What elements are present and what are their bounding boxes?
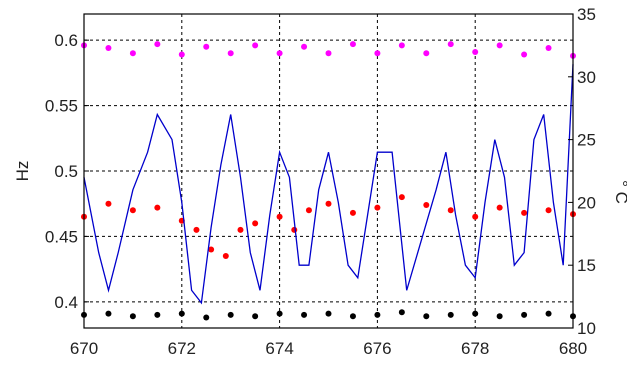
data-point (349, 209, 356, 216)
data-point (252, 220, 259, 227)
y2-axis-title: ° C (612, 180, 627, 204)
data-point (237, 226, 244, 233)
x-tick-label: 670 (70, 339, 98, 358)
data-point (129, 207, 136, 214)
x-tick-label: 672 (168, 339, 196, 358)
series-line-3 (83, 64, 574, 305)
y2-tick-label: 20 (577, 193, 596, 212)
data-point (252, 313, 259, 320)
y-tick-label: 0.4 (54, 293, 78, 312)
data-point (545, 207, 552, 214)
data-point (154, 311, 161, 318)
data-point (521, 51, 528, 58)
data-point (222, 253, 229, 260)
data-point (203, 43, 210, 50)
data-point (374, 50, 381, 57)
data-point (472, 213, 479, 220)
data-point (521, 209, 528, 216)
data-point (398, 194, 405, 201)
y-tick-label: 0.55 (45, 97, 78, 116)
data-point (154, 204, 161, 211)
y-tick-label: 0.6 (54, 31, 78, 50)
data-point (154, 41, 161, 48)
data-point (208, 246, 215, 253)
data-point (129, 50, 136, 57)
y-tick-label: 0.5 (54, 162, 78, 181)
data-point (423, 50, 430, 57)
data-point (129, 313, 136, 320)
data-point (374, 311, 381, 318)
data-point (447, 311, 454, 318)
data-point (301, 311, 308, 318)
data-point (545, 310, 552, 317)
data-point (325, 50, 332, 57)
y-axis-title: Hz (13, 161, 32, 182)
x-tick-label: 680 (559, 339, 587, 358)
ticks: 670 672 674 676 678 680 0.4 0.45 0.5 0.55 0.6 10 15 2… (45, 5, 596, 358)
data-point (545, 45, 552, 52)
data-point (203, 314, 210, 321)
y2-tick-label: 35 (577, 5, 596, 24)
data-point (252, 42, 259, 49)
data-point (398, 42, 405, 49)
y2-tick-label: 10 (577, 319, 596, 338)
data-point (423, 313, 430, 320)
x-tick-label: 678 (461, 339, 489, 358)
data-point (447, 41, 454, 48)
data-point (496, 313, 503, 320)
data-point (305, 207, 312, 214)
data-point (178, 51, 185, 58)
data-point (105, 200, 112, 207)
series-group (81, 41, 576, 321)
data-point (325, 200, 332, 207)
data-point (276, 50, 283, 57)
data-point (325, 310, 332, 317)
data-point (496, 42, 503, 49)
x-tick-label: 674 (265, 339, 293, 358)
data-point (349, 41, 356, 48)
data-point (447, 207, 454, 214)
data-point (398, 309, 405, 316)
y2-tick-label: 25 (577, 131, 596, 150)
data-point (105, 310, 112, 317)
data-point (472, 48, 479, 55)
data-point (423, 202, 430, 209)
data-point (472, 310, 479, 317)
data-point (227, 311, 234, 318)
data-point (374, 204, 381, 211)
data-point (291, 226, 298, 233)
data-point (276, 213, 283, 220)
data-point (521, 311, 528, 318)
y2-tick-label: 15 (577, 256, 596, 275)
x-tick-label: 676 (363, 339, 391, 358)
data-point (105, 45, 112, 52)
y2-tick-label: 30 (577, 68, 596, 87)
data-point (349, 313, 356, 320)
plot-area (84, 14, 573, 328)
data-point (301, 43, 308, 50)
grid (84, 14, 573, 328)
data-point (193, 226, 200, 233)
data-point (276, 310, 283, 317)
data-point (178, 310, 185, 317)
data-point (227, 50, 234, 57)
y-tick-label: 0.45 (45, 227, 78, 246)
data-point (496, 204, 503, 211)
